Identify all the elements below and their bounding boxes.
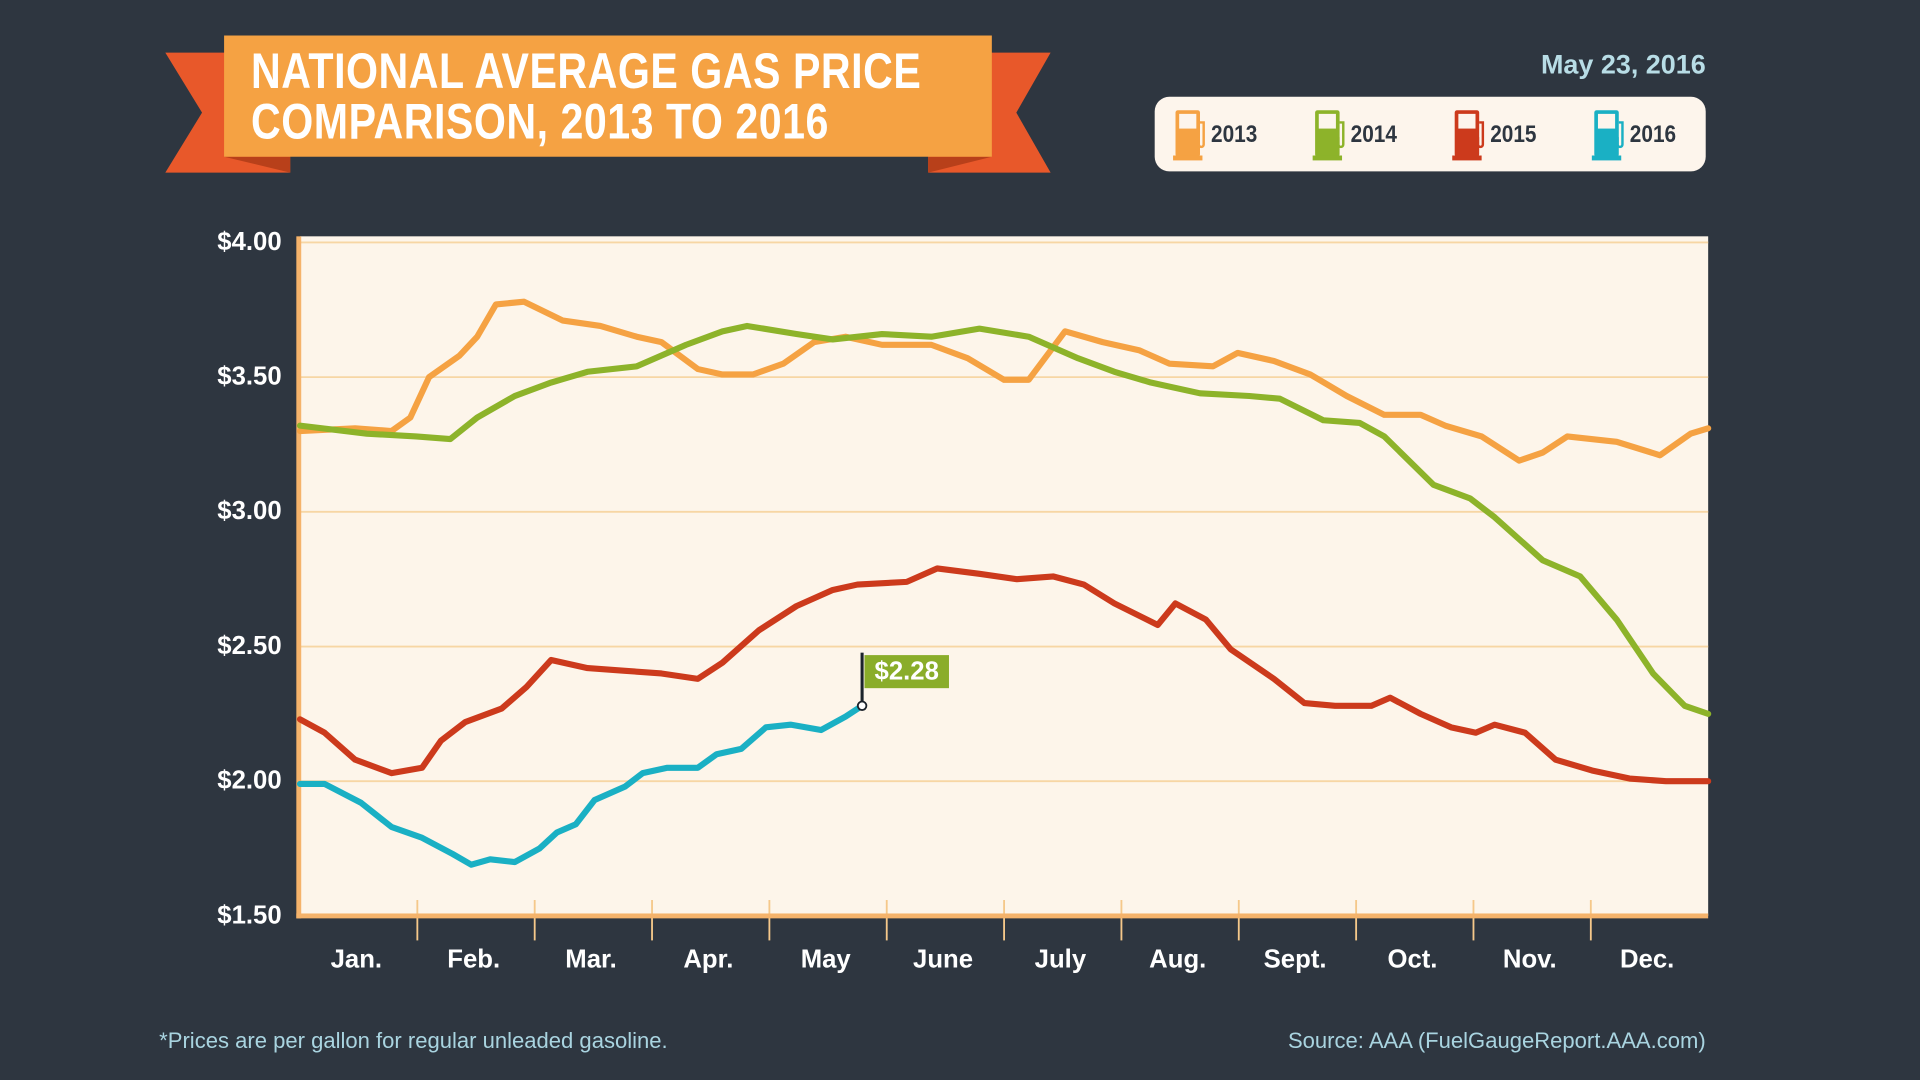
x-tick-label: June bbox=[913, 945, 974, 974]
legend-label: 2013 bbox=[1211, 120, 1258, 148]
annotation-label: $2.28 bbox=[864, 655, 949, 689]
series-line-2015 bbox=[296, 565, 1712, 785]
gas-pump-icon bbox=[1312, 110, 1345, 161]
y-tick-label: $2.50 bbox=[217, 631, 282, 661]
x-axis-line bbox=[296, 913, 1709, 919]
month-ticks bbox=[416, 900, 1592, 941]
title-banner: NATIONAL AVERAGE GAS PRICE COMPARISON, 2… bbox=[224, 35, 992, 157]
annotation-point bbox=[856, 700, 868, 712]
title-line-1: NATIONAL AVERAGE GAS PRICE bbox=[251, 42, 922, 100]
legend-label: 2014 bbox=[1350, 120, 1397, 148]
x-tick-label: July bbox=[1034, 945, 1087, 974]
gas-pump-icon bbox=[1173, 110, 1205, 161]
legend-label: 2015 bbox=[1490, 120, 1537, 148]
y-tick-label: $3.50 bbox=[217, 362, 282, 391]
x-tick-label: Oct. bbox=[1387, 945, 1438, 974]
series-lines bbox=[296, 298, 1712, 868]
x-tick-label: Apr. bbox=[683, 945, 734, 974]
date-label: May 23, 2016 bbox=[1540, 48, 1706, 80]
source-credit: Source: AAA (FuelGaugeReport.AAA.com) bbox=[1287, 1028, 1706, 1054]
x-tick-label: May bbox=[800, 945, 851, 974]
x-tick-label: Jan. bbox=[330, 945, 383, 974]
x-tick-label: Sept. bbox=[1263, 945, 1327, 974]
annotation-marker bbox=[856, 652, 868, 712]
y-tick-label: $3.00 bbox=[217, 497, 282, 526]
y-axis-line bbox=[296, 236, 302, 919]
x-tick-label: Aug. bbox=[1149, 945, 1207, 974]
footnote: *Prices are per gallon for regular unlea… bbox=[159, 1028, 668, 1054]
y-tick-label: $1.50 bbox=[217, 901, 282, 930]
y-tick-label: $2.00 bbox=[217, 766, 282, 795]
legend: 2013 2014 2015 2016 bbox=[1154, 96, 1706, 172]
legend-item-2014: 2014 bbox=[1311, 109, 1405, 161]
y-tick-label: $4.00 bbox=[217, 227, 282, 256]
series-line-2013 bbox=[296, 298, 1712, 464]
legend-item-2015: 2015 bbox=[1451, 109, 1545, 161]
ribbon-fold-right bbox=[928, 156, 992, 173]
x-tick-label: Mar. bbox=[565, 945, 617, 974]
legend-item-2016: 2016 bbox=[1591, 109, 1685, 161]
series-line-2014 bbox=[296, 322, 1712, 717]
series-line-2016 bbox=[296, 702, 866, 868]
legend-label: 2016 bbox=[1629, 120, 1677, 148]
ribbon-fold-left bbox=[224, 156, 291, 173]
x-tick-label: Nov. bbox=[1502, 945, 1557, 974]
legend-item-2013: 2013 bbox=[1172, 109, 1266, 161]
gas-pump-icon bbox=[1452, 110, 1485, 161]
x-tick-label: Feb. bbox=[447, 945, 501, 974]
gas-pump-icon bbox=[1591, 110, 1624, 161]
title-line-2: COMPARISON, 2013 TO 2016 bbox=[251, 93, 829, 150]
x-tick-label: Dec. bbox=[1619, 945, 1675, 974]
